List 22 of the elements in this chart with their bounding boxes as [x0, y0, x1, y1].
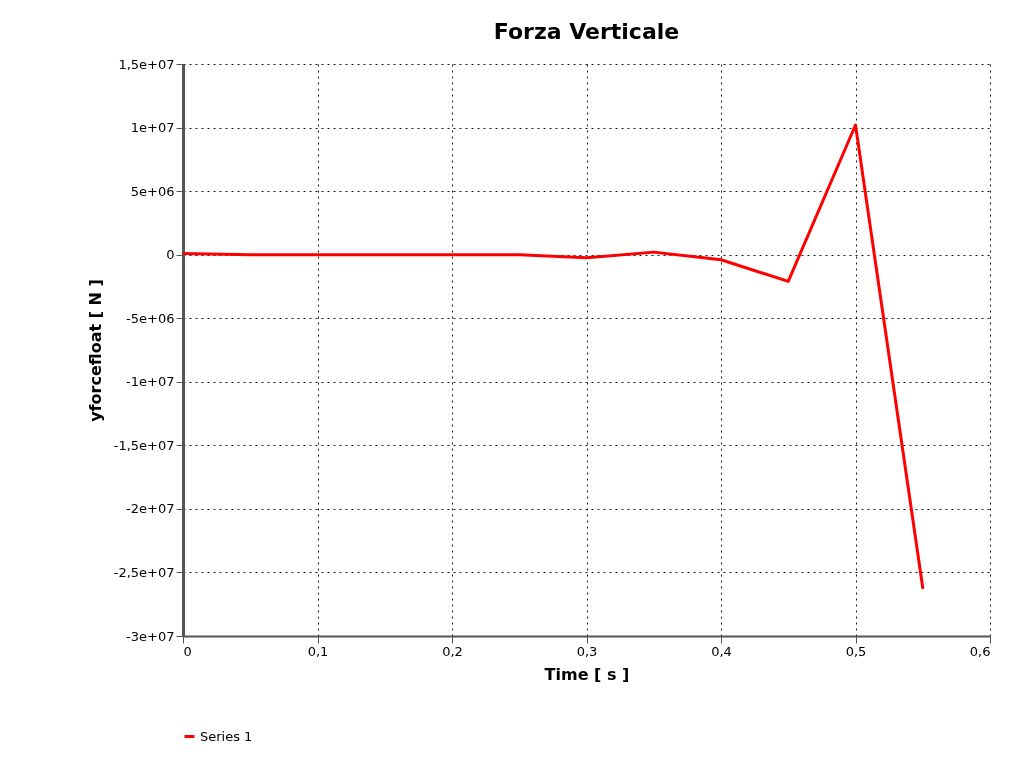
y-tick-label: -1e+07: [126, 374, 175, 390]
y-tick-label: -2e+07: [126, 501, 175, 517]
chart-title: Forza Verticale: [493, 19, 680, 44]
x-tick-label: 0,2: [442, 643, 463, 659]
y-tick-label: -5e+06: [126, 310, 175, 326]
x-tick-label: 0,1: [307, 643, 329, 659]
y-tick-label: 1e+07: [130, 120, 175, 136]
y-tick-label: -3e+07: [126, 628, 175, 644]
x-tick-label: 0: [183, 643, 192, 659]
y-axis-title: yforcefloat [ N ]: [85, 279, 105, 422]
legend-label: Series 1: [200, 728, 253, 744]
y-tick-label: 0: [166, 247, 175, 263]
x-tick-label: 0,4: [711, 643, 732, 659]
y-tick-label: -1,5e+07: [113, 437, 175, 453]
x-tick-label: 0,3: [576, 643, 598, 659]
line-series: [183, 123, 925, 590]
y-tick-label: 5e+06: [130, 183, 175, 199]
x-tick-label: 0,6: [969, 643, 991, 659]
y-tick-label: -2,5e+07: [113, 564, 175, 580]
x-tick-label: 0,5: [845, 643, 867, 659]
x-axis-title: Time [ s ]: [544, 664, 630, 684]
y-tick-label: 1,5e+07: [118, 56, 175, 72]
